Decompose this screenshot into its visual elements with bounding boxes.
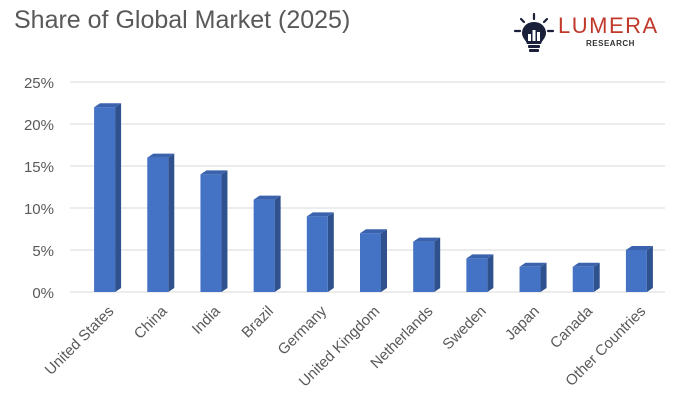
bar-side (540, 262, 547, 292)
bar-front (94, 107, 116, 292)
bar-front (519, 266, 541, 292)
bar (572, 262, 600, 292)
x-tick-label: Sweden (439, 303, 489, 353)
bar (625, 246, 653, 292)
bar (519, 262, 547, 292)
bar-side (434, 237, 441, 292)
bar-front (572, 266, 594, 292)
y-tick-label: 10% (24, 201, 54, 218)
bar-side (221, 170, 228, 292)
bar-front (147, 157, 169, 292)
bar (147, 153, 175, 292)
bar-top (413, 237, 441, 242)
bar-front (306, 216, 328, 292)
bar-top (360, 229, 387, 234)
bar (466, 254, 494, 292)
bar (94, 103, 122, 292)
bar-front (625, 250, 647, 292)
bar-front (253, 199, 275, 292)
lightbulb-icon (513, 12, 555, 52)
chart-title: Share of Global Market (2025) (14, 6, 351, 34)
bar (253, 195, 281, 292)
bar-side (327, 212, 334, 292)
y-tick-label: 15% (24, 159, 54, 176)
x-tick-label: Germany (275, 302, 331, 358)
bar-side (646, 246, 653, 292)
logo-name: LUMERA (558, 13, 659, 38)
bar-top (572, 262, 600, 267)
bar-side (381, 229, 387, 292)
y-tick-label: 20% (24, 117, 54, 134)
x-tick-label: Japan (502, 303, 543, 344)
bar-top (253, 195, 281, 200)
bar-side (274, 195, 281, 292)
bar-side (487, 254, 494, 292)
logo-subtitle: RESEARCH (586, 39, 635, 48)
bar (413, 237, 441, 292)
x-tick-label: Brazil (238, 303, 277, 342)
bar-top (200, 170, 228, 175)
y-tick-label: 0% (32, 285, 54, 302)
bar-front (466, 258, 488, 292)
bar-front (413, 241, 435, 292)
bar-side (115, 103, 122, 292)
y-tick-label: 5% (32, 243, 54, 260)
bar-side (168, 153, 175, 292)
bar-top (94, 103, 122, 108)
bar-front (200, 174, 222, 292)
y-tick-label: 25% (24, 75, 54, 92)
lumera-logo: LUMERA RESEARCH (512, 12, 672, 56)
x-tick-label: United States (42, 303, 118, 379)
x-tick-label: India (189, 302, 224, 337)
x-tick-label: Canada (547, 302, 597, 352)
x-tick-label: China (131, 302, 171, 342)
bar-top (519, 262, 547, 267)
bar-side (593, 262, 600, 292)
bar (200, 170, 228, 292)
bar (360, 229, 387, 292)
bar (306, 212, 334, 292)
bar-top (306, 212, 334, 217)
bar-top (147, 153, 175, 158)
bar-front (360, 233, 381, 292)
bar-top (466, 254, 494, 259)
bar-top (625, 246, 653, 250)
